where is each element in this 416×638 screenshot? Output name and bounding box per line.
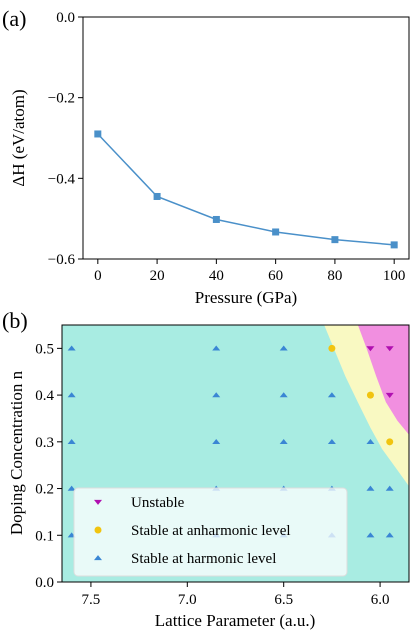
panel-b-frame [61, 324, 410, 583]
data-point-harmonic [366, 438, 375, 444]
panel-a-label: (a) [2, 6, 26, 31]
x-tick-label: 6.0 [371, 592, 390, 608]
x-tick-label: 0 [94, 268, 102, 284]
panel-a-plot-area [94, 130, 398, 249]
data-point-harmonic [366, 485, 375, 491]
data-point-anharmonic [328, 344, 336, 352]
legend-label: Unstable [131, 495, 185, 511]
data-point-harmonic [212, 438, 221, 444]
x-tick-label: 7.5 [82, 592, 101, 608]
region-unstable [357, 325, 409, 435]
data-point-harmonic [279, 438, 288, 444]
panel-a-x-axis-title: Pressure (GPa) [195, 288, 297, 307]
data-point [212, 215, 220, 223]
panel-b-x-ticks: 7.5 7.0 6.5 6.0 [82, 582, 390, 608]
data-point-anharmonic [386, 438, 394, 446]
data-point-harmonic [67, 345, 76, 351]
data-point-harmonic [67, 392, 76, 398]
x-tick-label: 80 [327, 268, 342, 284]
data-point-harmonic [67, 485, 76, 491]
y-tick-label: 0.4 [35, 388, 54, 404]
y-tick-label: 0.1 [35, 528, 54, 544]
x-tick-label: 7.0 [178, 592, 197, 608]
y-tick-label: 0.5 [35, 341, 54, 357]
panel-a-y-axis-title: ΔH (eV/atom) [9, 89, 28, 186]
data-point-harmonic [327, 438, 336, 444]
legend-box [73, 487, 348, 577]
legend-label: Stable at harmonic level [131, 551, 276, 567]
x-tick-label: 6.5 [274, 592, 293, 608]
data-point-harmonic [67, 438, 76, 444]
data-point-anharmonic [366, 391, 374, 399]
series-line [97, 133, 395, 246]
panel-a-x-ticks: 0 20 40 60 80 100 [94, 259, 405, 284]
x-tick-label: 100 [383, 268, 406, 284]
data-point [331, 236, 339, 244]
data-point [94, 130, 102, 138]
legend-marker [94, 555, 102, 561]
panel-b-x-axis-title: Lattice Parameter (a.u.) [155, 611, 315, 630]
data-point-unstable [385, 392, 394, 398]
x-tick-label: 60 [268, 268, 283, 284]
y-tick-label: 0.0 [56, 10, 75, 26]
y-tick-label: −0.6 [48, 252, 76, 268]
legend-marker [94, 499, 102, 505]
panel-b-legend: Unstable Stable at anharmonic level Stable… [73, 487, 348, 577]
data-point-harmonic [327, 392, 336, 398]
data-point [390, 241, 398, 249]
data-point-unstable [366, 346, 375, 352]
data-point-harmonic [212, 345, 221, 351]
panel-a-y-ticks: 0.0 −0.2 −0.4 −0.6 [48, 10, 83, 268]
data-point-harmonic [212, 392, 221, 398]
panel-a-frame [82, 16, 410, 260]
x-tick-label: 20 [150, 268, 165, 284]
panel-a: (a) 0 20 40 60 80 100 0.0 −0.2 −0.4 −0.6 Pressur… [2, 6, 410, 307]
data-point-harmonic [279, 392, 288, 398]
data-point [153, 192, 161, 200]
y-tick-label: 0.3 [35, 435, 54, 451]
legend-label: Stable at anharmonic level [131, 523, 291, 539]
panel-b-y-ticks: 0.0 0.1 0.2 0.3 0.4 0.5 [35, 341, 62, 591]
x-tick-label: 40 [209, 268, 224, 284]
panel-b: (b) Unstable Stable at anharmonic level St… [2, 308, 410, 630]
data-point-harmonic [366, 532, 375, 538]
y-tick-label: 0.0 [35, 575, 54, 591]
data-point-harmonic [385, 532, 394, 538]
legend-marker [94, 526, 102, 534]
y-tick-label: −0.2 [48, 91, 75, 107]
data-point-harmonic [385, 485, 394, 491]
data-point [272, 228, 280, 236]
data-point-harmonic [279, 345, 288, 351]
y-tick-label: −0.4 [48, 171, 76, 187]
panel-b-y-axis-title: Doping Concentration n [7, 370, 26, 535]
y-tick-label: 0.2 [35, 482, 54, 498]
data-point-unstable [385, 346, 394, 352]
panel-b-label: (b) [2, 308, 28, 333]
